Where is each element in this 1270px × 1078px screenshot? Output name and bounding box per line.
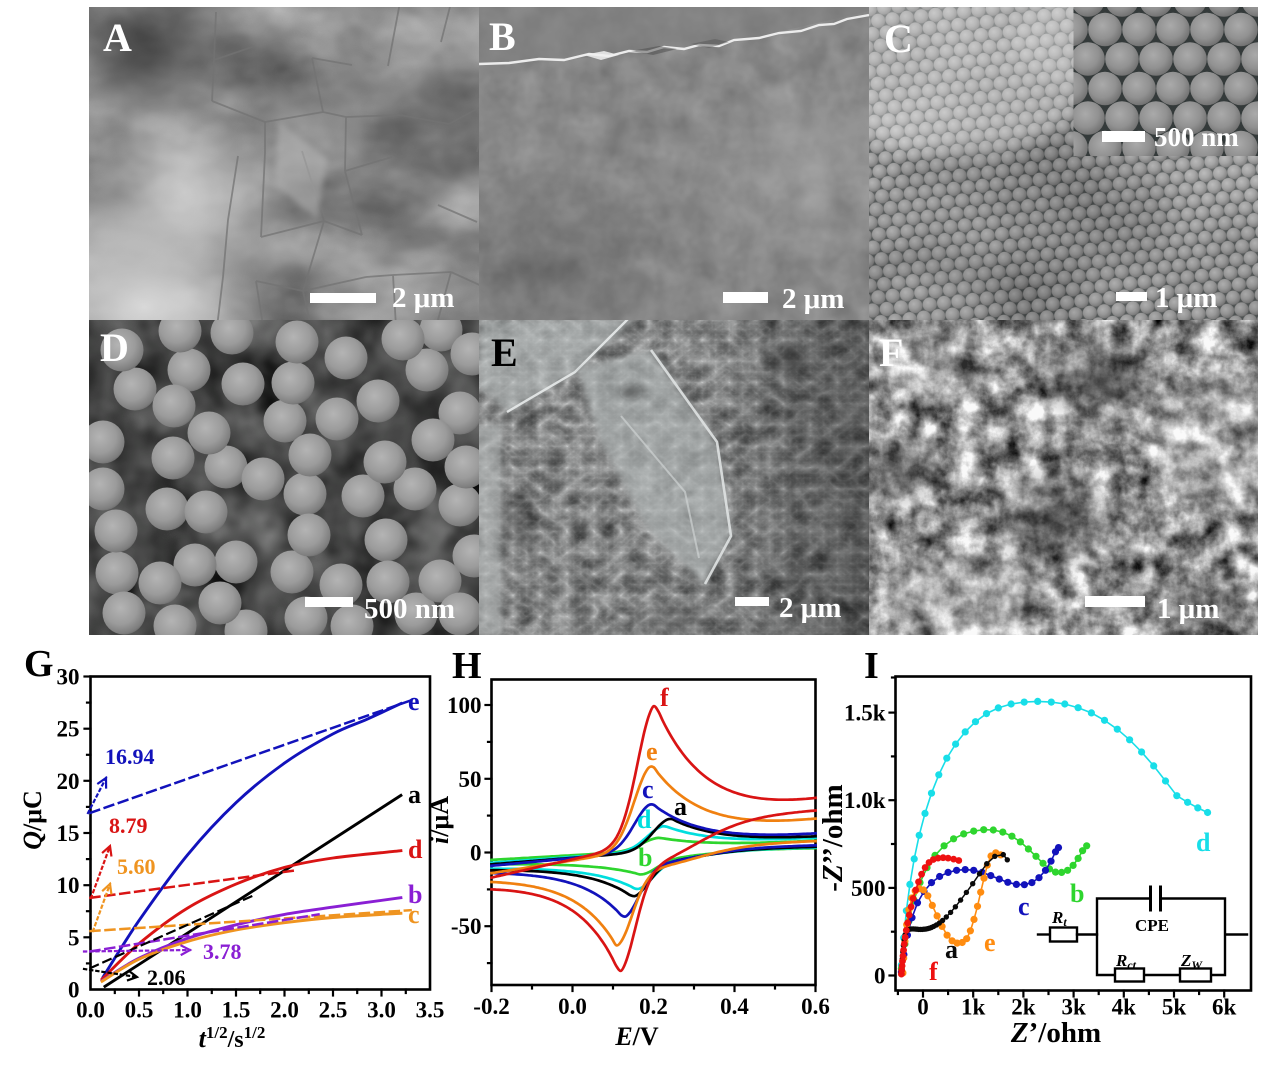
svg-text:0: 0 xyxy=(874,964,886,989)
svg-text:D: D xyxy=(100,325,129,370)
svg-text:1 μm: 1 μm xyxy=(1157,593,1219,625)
svg-text:c: c xyxy=(1018,892,1030,921)
svg-text:f: f xyxy=(660,683,669,712)
svg-text:5: 5 xyxy=(68,925,80,950)
svg-text:f: f xyxy=(929,957,938,986)
svg-text:1.5k: 1.5k xyxy=(844,701,886,726)
svg-text:A: A xyxy=(103,15,132,60)
svg-text:-50: -50 xyxy=(451,914,482,939)
svg-text:I: I xyxy=(864,645,879,687)
svg-text:2.5: 2.5 xyxy=(319,998,348,1023)
svg-text:b: b xyxy=(408,880,422,909)
svg-text:15: 15 xyxy=(57,821,80,846)
svg-text:c: c xyxy=(642,775,654,804)
svg-text:6k: 6k xyxy=(1212,995,1237,1020)
svg-text:0.5: 0.5 xyxy=(125,998,154,1023)
svg-text:e: e xyxy=(984,928,996,957)
svg-text:d: d xyxy=(1196,828,1211,857)
svg-text:4k: 4k xyxy=(1112,995,1137,1020)
svg-text:20: 20 xyxy=(57,769,80,794)
svg-text:2.0: 2.0 xyxy=(270,998,299,1023)
svg-text:a: a xyxy=(945,935,958,964)
svg-text:a: a xyxy=(408,780,421,809)
svg-text:E: E xyxy=(491,330,518,375)
svg-text:t1/2/s1/2: t1/2/s1/2 xyxy=(199,1023,266,1053)
svg-text:0.4: 0.4 xyxy=(720,994,749,1019)
svg-text:2.06: 2.06 xyxy=(147,965,186,990)
svg-text:a: a xyxy=(674,792,687,821)
svg-text:e: e xyxy=(408,687,420,716)
svg-text:C: C xyxy=(884,16,913,61)
svg-text:5.60: 5.60 xyxy=(117,854,156,879)
svg-text:e: e xyxy=(646,737,658,766)
svg-text:30: 30 xyxy=(57,665,80,690)
svg-text:2 μm: 2 μm xyxy=(392,282,454,314)
svg-text:2 μm: 2 μm xyxy=(782,283,844,315)
svg-text:0: 0 xyxy=(917,995,929,1020)
svg-text:1 μm: 1 μm xyxy=(1155,282,1217,314)
svg-text:3.5: 3.5 xyxy=(416,998,445,1023)
svg-text:50: 50 xyxy=(459,767,482,792)
svg-text:E/V: E/V xyxy=(614,1022,659,1051)
svg-text:Rct: Rct xyxy=(1115,951,1137,972)
svg-text:2k: 2k xyxy=(1011,995,1036,1020)
svg-text:0: 0 xyxy=(68,978,80,1003)
svg-text:10: 10 xyxy=(57,873,80,898)
svg-text:i/μA: i/μA xyxy=(425,796,454,844)
svg-text:3k: 3k xyxy=(1061,995,1086,1020)
svg-text:0.6: 0.6 xyxy=(801,994,830,1019)
svg-text:25: 25 xyxy=(57,717,80,742)
svg-text:Q/μC: Q/μC xyxy=(18,790,47,850)
svg-text:1.0: 1.0 xyxy=(173,998,202,1023)
svg-text:c: c xyxy=(408,900,420,929)
svg-text:500 nm: 500 nm xyxy=(1154,122,1239,152)
svg-text:1.5: 1.5 xyxy=(222,998,251,1023)
svg-text:0.0: 0.0 xyxy=(558,994,587,1019)
svg-text:500 nm: 500 nm xyxy=(364,593,455,625)
svg-text:0: 0 xyxy=(470,841,482,866)
svg-text:b: b xyxy=(638,843,652,872)
svg-text:b: b xyxy=(1070,879,1084,908)
svg-text:2 μm: 2 μm xyxy=(779,592,841,624)
svg-text:500: 500 xyxy=(851,876,886,901)
svg-text:-Z’’/ohm: -Z’’/ohm xyxy=(817,784,849,891)
svg-text:ZW: ZW xyxy=(1180,951,1203,972)
svg-text:16.94: 16.94 xyxy=(105,744,155,769)
svg-text:100: 100 xyxy=(447,693,482,718)
svg-text:Z’/ohm: Z’/ohm xyxy=(1010,1017,1101,1049)
svg-text:3.0: 3.0 xyxy=(367,998,396,1023)
svg-text:1k: 1k xyxy=(961,995,986,1020)
svg-text:B: B xyxy=(489,14,516,59)
svg-text:Rt: Rt xyxy=(1051,908,1067,929)
svg-text:d: d xyxy=(637,805,652,834)
svg-text:5k: 5k xyxy=(1162,995,1187,1020)
svg-text:0.0: 0.0 xyxy=(76,998,105,1023)
svg-text:-0.2: -0.2 xyxy=(473,994,509,1019)
svg-text:8.79: 8.79 xyxy=(109,813,148,838)
svg-text:0.2: 0.2 xyxy=(639,994,668,1019)
svg-text:F: F xyxy=(879,330,903,375)
svg-text:1.0k: 1.0k xyxy=(844,788,886,813)
svg-text:3.78: 3.78 xyxy=(203,939,242,964)
svg-text:d: d xyxy=(408,835,423,864)
svg-text:H: H xyxy=(452,645,482,687)
svg-text:CPE: CPE xyxy=(1135,916,1169,935)
svg-text:G: G xyxy=(24,643,54,685)
